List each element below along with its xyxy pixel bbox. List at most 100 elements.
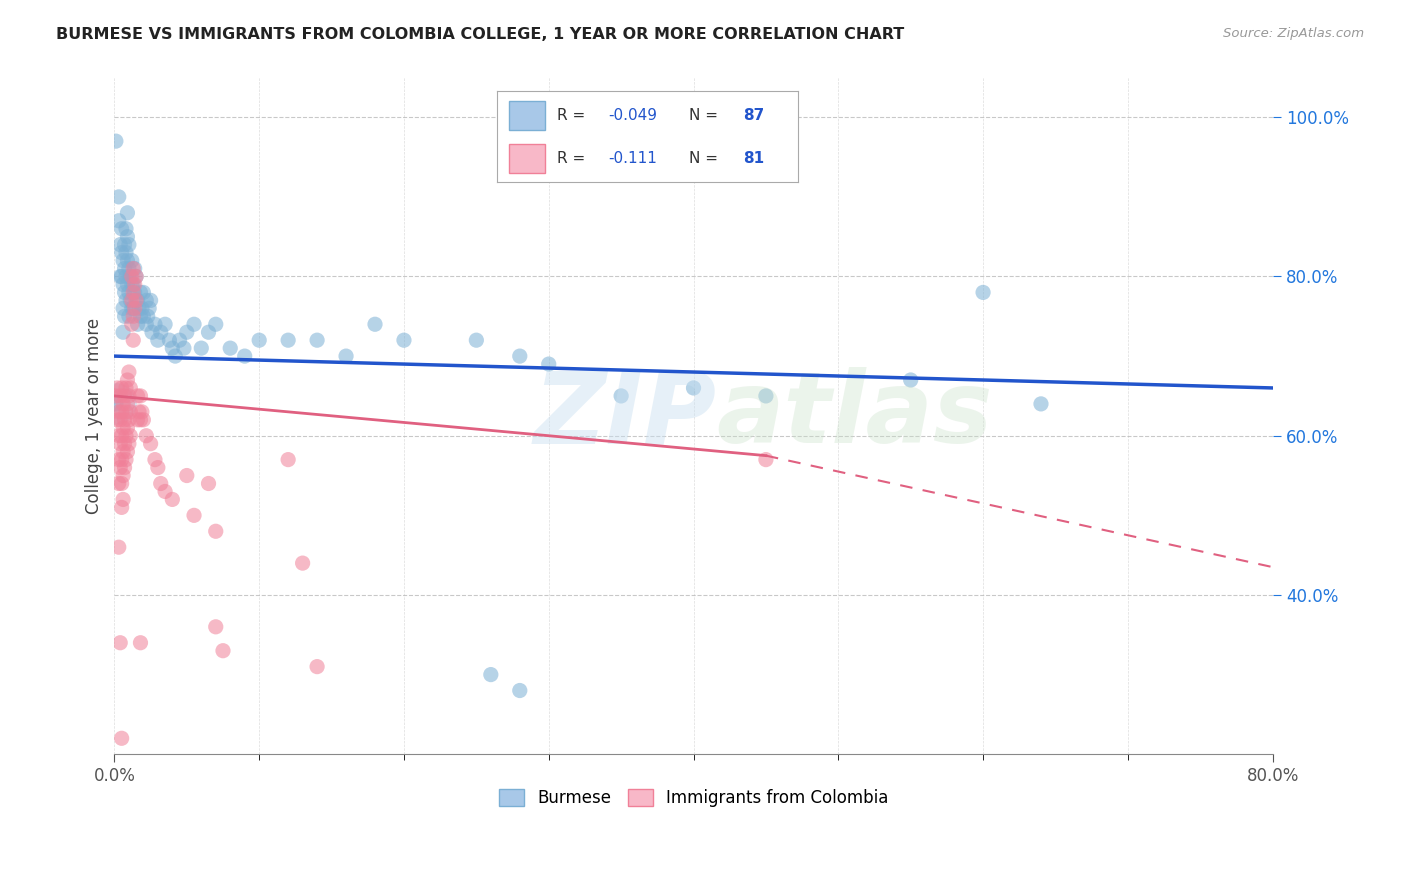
Point [197,476,219,491]
Point [115,381,138,395]
Point [112,325,135,339]
Point [114,310,136,324]
Legend: Burmese, Immigrants from Colombia: Burmese, Immigrants from Colombia [492,782,896,814]
Point [153,484,176,499]
Point [112,421,135,435]
Point [117,397,139,411]
Point [149,325,172,339]
Point [129,413,152,427]
Point [104,134,127,148]
Point [132,285,155,300]
Point [118,389,141,403]
Point [117,373,139,387]
Text: ZIP: ZIP [534,368,717,465]
Point [111,245,134,260]
Point [121,301,143,316]
Point [104,397,127,411]
Point [162,492,184,507]
Point [121,253,143,268]
Point [112,444,135,458]
Point [143,318,166,332]
Point [118,285,141,300]
Point [197,325,219,339]
Point [121,318,143,332]
Point [176,468,198,483]
Point [307,659,329,673]
Point [122,261,145,276]
Point [118,310,141,324]
Point [108,413,131,427]
Point [141,325,163,339]
Point [107,405,129,419]
Point [112,492,135,507]
Point [537,357,560,371]
Point [307,333,329,347]
Point [122,301,145,316]
Point [128,301,150,316]
Point [183,508,205,523]
Point [122,285,145,300]
Point [111,405,134,419]
Point [610,389,633,403]
Point [135,428,157,442]
Point [124,277,146,292]
Point [111,500,134,515]
Point [111,476,134,491]
Point [132,413,155,427]
Point [132,310,155,324]
Point [122,333,145,347]
Point [114,413,136,427]
Point [108,389,131,403]
Point [107,452,129,467]
Point [112,397,135,411]
Point [139,436,162,450]
Point [120,381,142,395]
Point [143,452,166,467]
Point [108,636,131,650]
Point [105,413,128,427]
Point [120,428,142,442]
Point [111,269,134,284]
Point [121,293,143,308]
Point [107,428,129,442]
Point [117,277,139,292]
Point [112,253,135,268]
Point [115,293,138,308]
Point [108,460,131,475]
Point [118,237,141,252]
Point [108,269,131,284]
Point [128,405,150,419]
Point [125,269,148,284]
Point [118,436,141,450]
Point [120,269,142,284]
Point [117,421,139,435]
Point [219,341,242,355]
Point [131,405,153,419]
Point [111,221,134,235]
Point [1029,397,1052,411]
Point [120,405,142,419]
Point [112,468,135,483]
Point [129,389,152,403]
Point [121,277,143,292]
Point [104,389,127,403]
Point [114,261,136,276]
Point [111,731,134,746]
Point [479,667,502,681]
Point [114,285,136,300]
Point [121,269,143,284]
Point [124,285,146,300]
Text: BURMESE VS IMMIGRANTS FROM COLOMBIA COLLEGE, 1 YEAR OR MORE CORRELATION CHART: BURMESE VS IMMIGRANTS FROM COLOMBIA COLL… [56,27,904,42]
Point [169,333,191,347]
Point [173,341,195,355]
Point [111,452,134,467]
Point [122,277,145,292]
Point [117,206,139,220]
Text: atlas: atlas [717,368,993,465]
Point [122,310,145,324]
Point [755,389,778,403]
Point [153,318,176,332]
Point [127,413,149,427]
Point [204,524,226,539]
Point [114,460,136,475]
